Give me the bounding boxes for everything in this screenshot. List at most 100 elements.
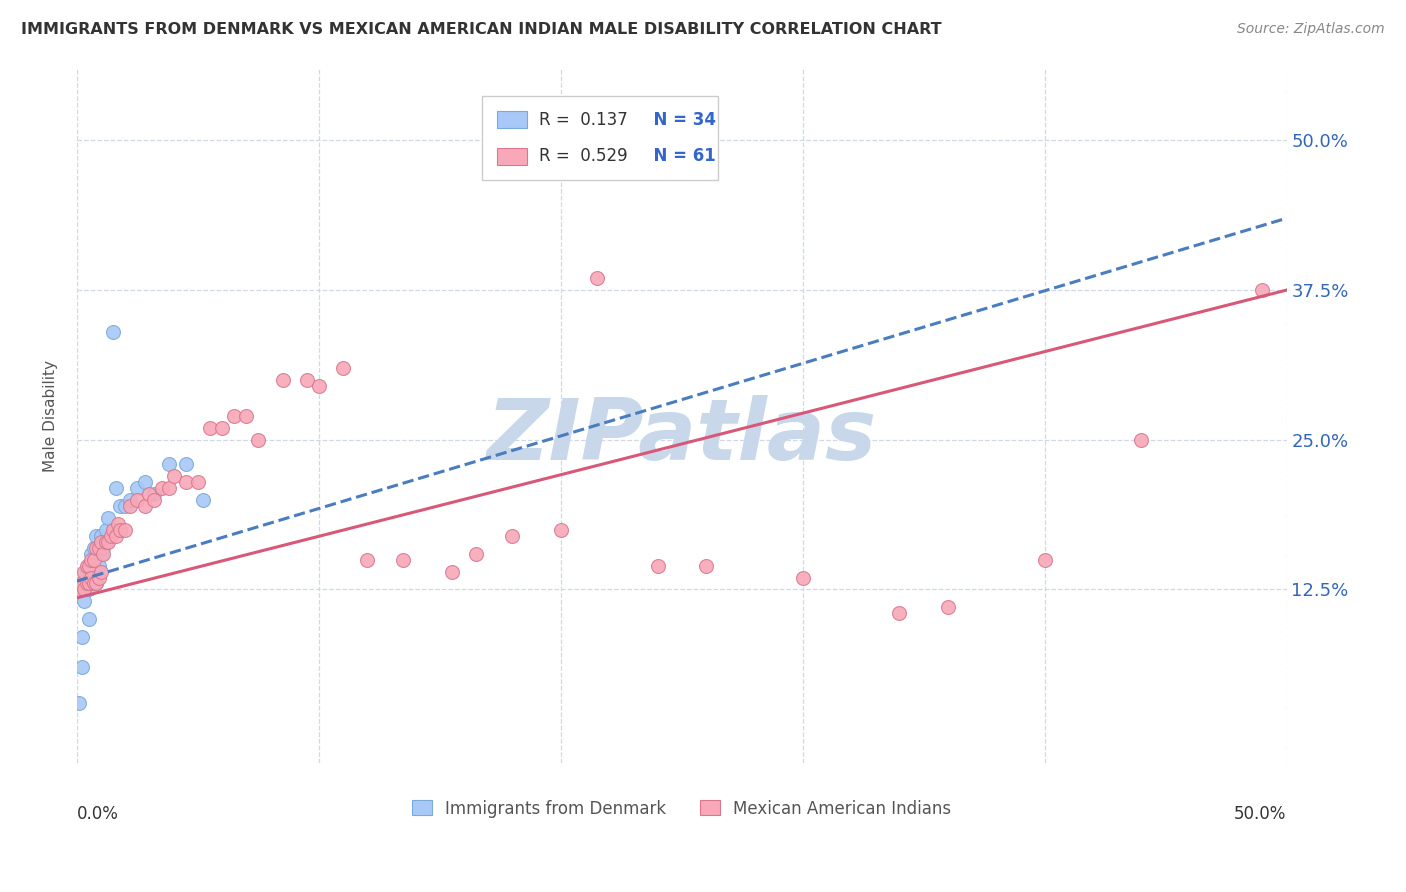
- Point: [163, 468, 186, 483]
- Point: [104, 481, 127, 495]
- Point: [90, 534, 112, 549]
- Point: [647, 558, 669, 573]
- Point: [114, 523, 136, 537]
- Point: [1251, 283, 1274, 297]
- Point: [308, 379, 330, 393]
- Point: [100, 528, 122, 542]
- Point: [143, 492, 166, 507]
- Point: [295, 373, 318, 387]
- Point: [1130, 433, 1153, 447]
- Bar: [496, 111, 527, 128]
- Point: [174, 457, 197, 471]
- Text: N = 61: N = 61: [641, 147, 716, 165]
- Point: [67, 582, 90, 597]
- Point: [110, 499, 132, 513]
- Point: [120, 492, 142, 507]
- Y-axis label: Male Disability: Male Disability: [44, 359, 58, 472]
- Point: [101, 523, 124, 537]
- Point: [138, 486, 160, 500]
- Point: [70, 576, 93, 591]
- Point: [73, 582, 96, 597]
- Point: [501, 528, 523, 542]
- Point: [198, 421, 221, 435]
- Point: [80, 552, 103, 566]
- Point: [134, 475, 156, 489]
- Point: [70, 631, 93, 645]
- Point: [127, 481, 149, 495]
- Point: [332, 360, 354, 375]
- Point: [150, 481, 173, 495]
- Text: 0.0%: 0.0%: [77, 805, 118, 822]
- Point: [101, 523, 124, 537]
- Point: [127, 492, 149, 507]
- Point: [101, 325, 124, 339]
- Point: [77, 612, 100, 626]
- Point: [76, 558, 98, 573]
- Point: [76, 576, 98, 591]
- Text: ZIPatlas: ZIPatlas: [486, 395, 877, 478]
- Point: [114, 499, 136, 513]
- Point: [84, 576, 107, 591]
- Point: [90, 565, 112, 579]
- Point: [90, 528, 112, 542]
- Point: [80, 570, 103, 584]
- Point: [356, 552, 378, 566]
- Point: [157, 457, 180, 471]
- Text: IMMIGRANTS FROM DENMARK VS MEXICAN AMERICAN INDIAN MALE DISABILITY CORRELATION C: IMMIGRANTS FROM DENMARK VS MEXICAN AMERI…: [21, 22, 942, 37]
- Point: [93, 547, 115, 561]
- Point: [83, 541, 105, 555]
- Point: [90, 547, 112, 561]
- Point: [83, 552, 105, 566]
- Point: [211, 421, 233, 435]
- Point: [134, 499, 156, 513]
- Point: [83, 576, 105, 591]
- Point: [157, 481, 180, 495]
- Point: [80, 547, 103, 561]
- Text: N = 34: N = 34: [641, 111, 716, 128]
- Legend: Immigrants from Denmark, Mexican American Indians: Immigrants from Denmark, Mexican America…: [405, 793, 957, 824]
- Point: [97, 534, 120, 549]
- Point: [586, 271, 609, 285]
- Text: 50.0%: 50.0%: [1234, 805, 1286, 822]
- Point: [187, 475, 209, 489]
- Text: R =  0.529: R = 0.529: [538, 147, 627, 165]
- Point: [73, 582, 96, 597]
- Point: [1033, 552, 1056, 566]
- Point: [792, 570, 814, 584]
- Point: [80, 558, 103, 573]
- Point: [174, 475, 197, 489]
- Point: [77, 558, 100, 573]
- Point: [247, 433, 270, 447]
- Point: [440, 565, 463, 579]
- Point: [84, 576, 107, 591]
- Point: [104, 528, 127, 542]
- Point: [392, 552, 415, 566]
- Point: [70, 660, 93, 674]
- FancyBboxPatch shape: [482, 96, 718, 179]
- Point: [76, 570, 98, 584]
- Text: Source: ZipAtlas.com: Source: ZipAtlas.com: [1237, 22, 1385, 37]
- Point: [191, 492, 214, 507]
- Point: [465, 547, 488, 561]
- Point: [84, 541, 107, 555]
- Point: [87, 541, 110, 555]
- Point: [73, 594, 96, 608]
- Point: [76, 565, 98, 579]
- Point: [77, 582, 100, 597]
- Point: [143, 486, 166, 500]
- Point: [889, 607, 911, 621]
- Point: [271, 373, 294, 387]
- Point: [87, 558, 110, 573]
- Point: [695, 558, 717, 573]
- Point: [110, 523, 132, 537]
- Point: [235, 409, 257, 423]
- Point: [550, 523, 572, 537]
- Point: [936, 600, 959, 615]
- Point: [83, 576, 105, 591]
- Point: [93, 541, 115, 555]
- Point: [107, 516, 129, 531]
- Text: R =  0.137: R = 0.137: [538, 111, 627, 128]
- Point: [224, 409, 246, 423]
- Point: [84, 528, 107, 542]
- Point: [73, 576, 96, 591]
